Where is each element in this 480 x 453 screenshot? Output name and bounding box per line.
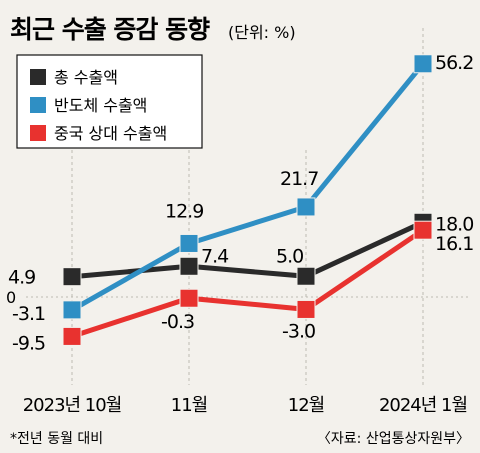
- legend-swatch-3: [30, 125, 46, 141]
- data-label-1-2: 7.4: [201, 245, 229, 267]
- data-label-1-4: 18.0: [435, 213, 473, 235]
- series-line-2: [70, 62, 425, 313]
- series-3-point-3: [296, 299, 316, 319]
- data-label-2-2: 12.9: [165, 200, 203, 222]
- legend-swatch-1: [30, 69, 46, 85]
- data-label-3-1: -9.5: [12, 332, 45, 354]
- source-credit: 〈자료: 산업통상자원부〉: [317, 431, 470, 447]
- x-tick-label-1: 2023년 10월: [23, 395, 122, 416]
- data-label-2-1: -3.1: [12, 303, 45, 325]
- y-zero-label: 0: [6, 288, 16, 307]
- series-1-point-3: [296, 266, 316, 286]
- series-2-point-3: [296, 197, 316, 217]
- series-1-point-1: [62, 267, 82, 287]
- legend-label-3: 중국 상대 수출액: [54, 124, 167, 143]
- data-label-1-3: 5.0: [276, 245, 303, 267]
- data-label-3-3: -3.0: [282, 320, 315, 342]
- data-label-2-4: 56.2: [435, 52, 473, 74]
- x-tick-label-3: 12월: [288, 395, 324, 416]
- series-line-3: [71, 228, 425, 339]
- series-line-1: [71, 220, 425, 280]
- data-label-3-4: 16.1: [435, 233, 473, 255]
- data-label-2-3: 21.7: [280, 168, 318, 190]
- data-label-3-2: -0.3: [161, 311, 194, 333]
- series-2-point-2: [179, 233, 199, 253]
- chart-title: 최근 수출 증감 동향: [10, 15, 210, 44]
- series-3-point-1: [62, 326, 82, 346]
- unit-label: (단위: %): [228, 23, 296, 42]
- legend-swatch-2: [30, 97, 46, 113]
- legend-label-1: 총 수출액: [54, 68, 118, 87]
- series-3-point-4: [413, 220, 433, 240]
- x-tick-label-4: 2024년 1월: [379, 395, 467, 416]
- series-1-point-2: [179, 256, 199, 276]
- legend-box: [16, 54, 203, 149]
- footnote: *전년 동월 대비: [10, 431, 103, 447]
- series-2-point-1: [62, 300, 82, 320]
- data-label-1-1: 4.9: [8, 267, 35, 289]
- series-3-point-2: [179, 288, 199, 308]
- legend-label-2: 반도체 수출액: [54, 96, 147, 115]
- x-tick-label-2: 11월: [171, 395, 207, 416]
- series-2-point-4: [413, 54, 433, 74]
